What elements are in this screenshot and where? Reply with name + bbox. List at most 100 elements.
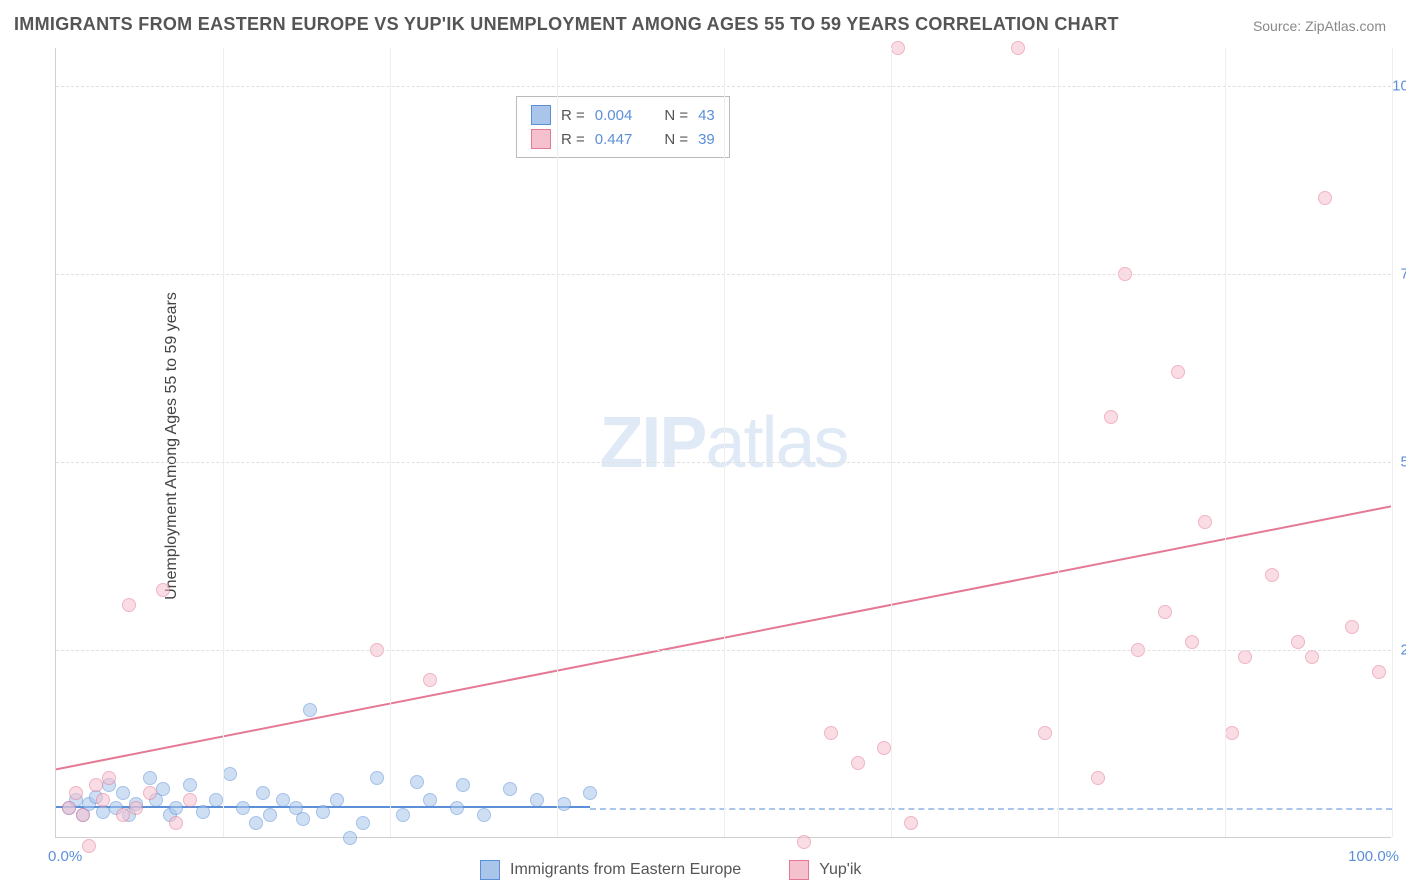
scatter-point <box>169 816 183 830</box>
n-value-0: 43 <box>698 107 715 124</box>
r-label-1: R = <box>561 131 585 148</box>
scatter-point <box>209 793 223 807</box>
y-tick: 100.0% <box>1392 77 1406 94</box>
scatter-point <box>1185 635 1199 649</box>
scatter-point <box>1291 635 1305 649</box>
watermark-atlas: atlas <box>705 403 847 483</box>
scatter-point <box>256 786 270 800</box>
baseline-dashed <box>590 808 1392 810</box>
legend-item-0: Immigrants from Eastern Europe <box>480 860 741 880</box>
scatter-point <box>183 778 197 792</box>
r-value-0: 0.004 <box>595 107 633 124</box>
scatter-point <box>143 786 157 800</box>
y-tick: 75.0% <box>1400 265 1406 282</box>
vgridline <box>223 48 224 837</box>
chart-title: IMMIGRANTS FROM EASTERN EUROPE VS YUP'IK… <box>14 14 1119 35</box>
scatter-point <box>1318 191 1332 205</box>
scatter-point <box>223 767 237 781</box>
scatter-point <box>96 793 110 807</box>
scatter-point <box>1225 726 1239 740</box>
scatter-point <box>797 835 811 849</box>
scatter-point <box>249 816 263 830</box>
scatter-point <box>156 782 170 796</box>
swatch-series-1 <box>531 129 551 149</box>
vgridline <box>390 48 391 837</box>
scatter-point <box>276 793 290 807</box>
scatter-point <box>396 808 410 822</box>
scatter-point <box>169 801 183 815</box>
scatter-point <box>316 805 330 819</box>
stats-legend: R = 0.004 N = 43 R = 0.447 N = 39 <box>516 96 730 158</box>
scatter-point <box>1305 650 1319 664</box>
watermark-zip: ZIP <box>599 403 705 483</box>
vgridline <box>1392 48 1393 837</box>
scatter-point <box>477 808 491 822</box>
scatter-point <box>450 801 464 815</box>
scatter-point <box>183 793 197 807</box>
scatter-point <box>1238 650 1252 664</box>
scatter-point <box>370 771 384 785</box>
scatter-point <box>503 782 517 796</box>
n-label-0: N = <box>664 107 688 124</box>
scatter-point <box>851 756 865 770</box>
scatter-point <box>423 673 437 687</box>
scatter-point <box>263 808 277 822</box>
vgridline <box>557 48 558 837</box>
scatter-point <box>1265 568 1279 582</box>
stats-row-0: R = 0.004 N = 43 <box>531 103 715 127</box>
legend-swatch-0 <box>480 860 500 880</box>
legend-label-1: Yup'ik <box>819 861 861 879</box>
scatter-point <box>296 812 310 826</box>
scatter-point <box>330 793 344 807</box>
scatter-point <box>76 808 90 822</box>
scatter-point <box>891 41 905 55</box>
vgridline <box>891 48 892 837</box>
scatter-point <box>1198 515 1212 529</box>
scatter-point <box>69 786 83 800</box>
series-legend: Immigrants from Eastern Europe Yup'ik <box>480 860 861 880</box>
legend-item-1: Yup'ik <box>789 860 861 880</box>
plot-area: ZIPatlas R = 0.004 N = 43 R = 0.447 <box>55 48 1391 838</box>
vgridline <box>724 48 725 837</box>
n-value-1: 39 <box>698 131 715 148</box>
scatter-point <box>423 793 437 807</box>
n-label-1: N = <box>664 131 688 148</box>
scatter-point <box>904 816 918 830</box>
legend-label-0: Immigrants from Eastern Europe <box>510 861 741 879</box>
scatter-point <box>89 778 103 792</box>
scatter-point <box>143 771 157 785</box>
scatter-point <box>156 583 170 597</box>
scatter-point <box>1345 620 1359 634</box>
scatter-point <box>303 703 317 717</box>
x-tick-left: 0.0% <box>48 848 82 865</box>
y-tick: 50.0% <box>1400 453 1406 470</box>
x-tick-right: 100.0% <box>1348 848 1399 865</box>
scatter-point <box>456 778 470 792</box>
scatter-point <box>877 741 891 755</box>
swatch-series-0 <box>531 105 551 125</box>
chart-container: IMMIGRANTS FROM EASTERN EUROPE VS YUP'IK… <box>0 0 1406 892</box>
scatter-point <box>410 775 424 789</box>
scatter-point <box>1104 410 1118 424</box>
scatter-point <box>196 805 210 819</box>
r-label-0: R = <box>561 107 585 124</box>
scatter-point <box>122 598 136 612</box>
scatter-point <box>583 786 597 800</box>
vgridline <box>1225 48 1226 837</box>
scatter-point <box>129 801 143 815</box>
scatter-point <box>236 801 250 815</box>
source-label: Source: ZipAtlas.com <box>1253 18 1386 34</box>
stats-row-1: R = 0.447 N = 39 <box>531 127 715 151</box>
scatter-point <box>343 831 357 845</box>
scatter-point <box>1038 726 1052 740</box>
scatter-point <box>1091 771 1105 785</box>
scatter-point <box>557 797 571 811</box>
vgridline <box>1058 48 1059 837</box>
scatter-point <box>530 793 544 807</box>
scatter-point <box>62 801 76 815</box>
legend-swatch-1 <box>789 860 809 880</box>
r-value-1: 0.447 <box>595 131 633 148</box>
scatter-point <box>1011 41 1025 55</box>
scatter-point <box>824 726 838 740</box>
y-tick: 25.0% <box>1400 641 1406 658</box>
